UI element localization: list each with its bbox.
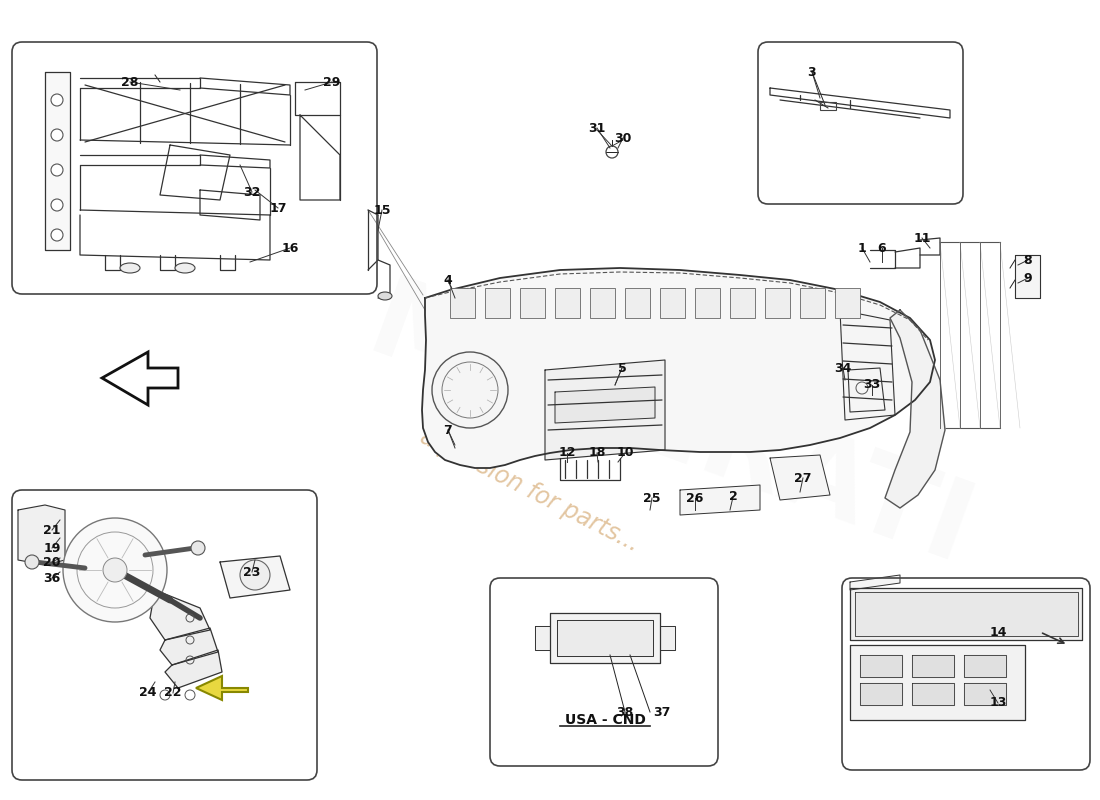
Polygon shape — [850, 645, 1025, 720]
Bar — [485, 288, 510, 318]
Polygon shape — [18, 505, 65, 565]
Text: 25: 25 — [644, 491, 661, 505]
Circle shape — [51, 229, 63, 241]
Text: 15: 15 — [373, 203, 390, 217]
Text: 29: 29 — [323, 75, 341, 89]
Polygon shape — [912, 683, 954, 705]
Circle shape — [51, 199, 63, 211]
Polygon shape — [1015, 255, 1040, 298]
Text: 23: 23 — [243, 566, 261, 578]
Text: 5: 5 — [617, 362, 626, 374]
Bar — [835, 288, 860, 318]
Polygon shape — [860, 655, 902, 677]
Bar — [764, 288, 790, 318]
Text: 20: 20 — [43, 555, 60, 569]
Text: 24: 24 — [140, 686, 156, 699]
Text: 12: 12 — [558, 446, 575, 459]
Text: 36: 36 — [43, 571, 60, 585]
Text: 9: 9 — [1024, 271, 1032, 285]
Polygon shape — [964, 655, 1007, 677]
Text: 10: 10 — [616, 446, 634, 459]
Text: 21: 21 — [43, 523, 60, 537]
Text: 14: 14 — [989, 626, 1006, 638]
Text: USA - CND: USA - CND — [564, 713, 646, 727]
Bar — [695, 288, 721, 318]
Polygon shape — [770, 455, 830, 500]
Text: 34: 34 — [834, 362, 851, 374]
Polygon shape — [150, 590, 210, 640]
Polygon shape — [196, 676, 248, 700]
Polygon shape — [160, 628, 218, 665]
Polygon shape — [165, 650, 222, 688]
Polygon shape — [535, 626, 550, 650]
Polygon shape — [912, 655, 954, 677]
Text: 1: 1 — [858, 242, 867, 254]
Bar — [625, 288, 650, 318]
Circle shape — [103, 558, 127, 582]
Text: 19: 19 — [43, 542, 60, 554]
Text: 11: 11 — [913, 231, 931, 245]
Text: 3: 3 — [807, 66, 816, 78]
Text: 17: 17 — [270, 202, 287, 214]
Text: 37: 37 — [653, 706, 671, 718]
Text: 31: 31 — [588, 122, 606, 134]
Ellipse shape — [175, 263, 195, 273]
Bar — [590, 288, 615, 318]
Polygon shape — [860, 683, 902, 705]
Text: 32: 32 — [243, 186, 261, 198]
Bar — [820, 102, 836, 110]
Ellipse shape — [120, 263, 140, 273]
Polygon shape — [850, 588, 1082, 640]
Polygon shape — [680, 485, 760, 515]
Text: MASERATI: MASERATI — [354, 271, 986, 589]
Text: 22: 22 — [164, 686, 182, 699]
Circle shape — [240, 560, 270, 590]
Text: 13: 13 — [989, 697, 1006, 710]
Bar — [800, 288, 825, 318]
Circle shape — [432, 352, 508, 428]
Polygon shape — [557, 620, 653, 656]
Circle shape — [51, 94, 63, 106]
Text: 2: 2 — [728, 490, 737, 503]
Text: 28: 28 — [121, 75, 139, 89]
Circle shape — [191, 541, 205, 555]
Ellipse shape — [378, 292, 392, 300]
Text: 30: 30 — [614, 131, 631, 145]
Circle shape — [51, 164, 63, 176]
Polygon shape — [848, 368, 886, 412]
Bar — [730, 288, 755, 318]
Text: 7: 7 — [443, 423, 452, 437]
Polygon shape — [45, 72, 70, 250]
Polygon shape — [544, 360, 666, 460]
Polygon shape — [886, 310, 945, 508]
Polygon shape — [220, 556, 290, 598]
Bar — [556, 288, 580, 318]
Polygon shape — [550, 613, 660, 663]
Bar — [450, 288, 475, 318]
Text: 6: 6 — [878, 242, 887, 254]
Text: 8: 8 — [1024, 254, 1032, 266]
Polygon shape — [660, 626, 675, 650]
Text: 27: 27 — [794, 471, 812, 485]
Polygon shape — [855, 592, 1078, 636]
Bar — [660, 288, 685, 318]
Bar — [520, 288, 544, 318]
Text: 16: 16 — [282, 242, 299, 254]
Text: 33: 33 — [864, 378, 881, 391]
Text: 4: 4 — [443, 274, 452, 286]
Text: 18: 18 — [588, 446, 606, 459]
Circle shape — [25, 555, 39, 569]
Text: 26: 26 — [686, 491, 704, 505]
Circle shape — [51, 129, 63, 141]
Polygon shape — [556, 387, 654, 423]
Text: 38: 38 — [616, 706, 634, 718]
Polygon shape — [850, 575, 900, 590]
Polygon shape — [964, 683, 1007, 705]
Circle shape — [63, 518, 167, 622]
Polygon shape — [422, 268, 935, 468]
Text: a passion for parts...: a passion for parts... — [416, 424, 644, 556]
Polygon shape — [840, 310, 895, 420]
